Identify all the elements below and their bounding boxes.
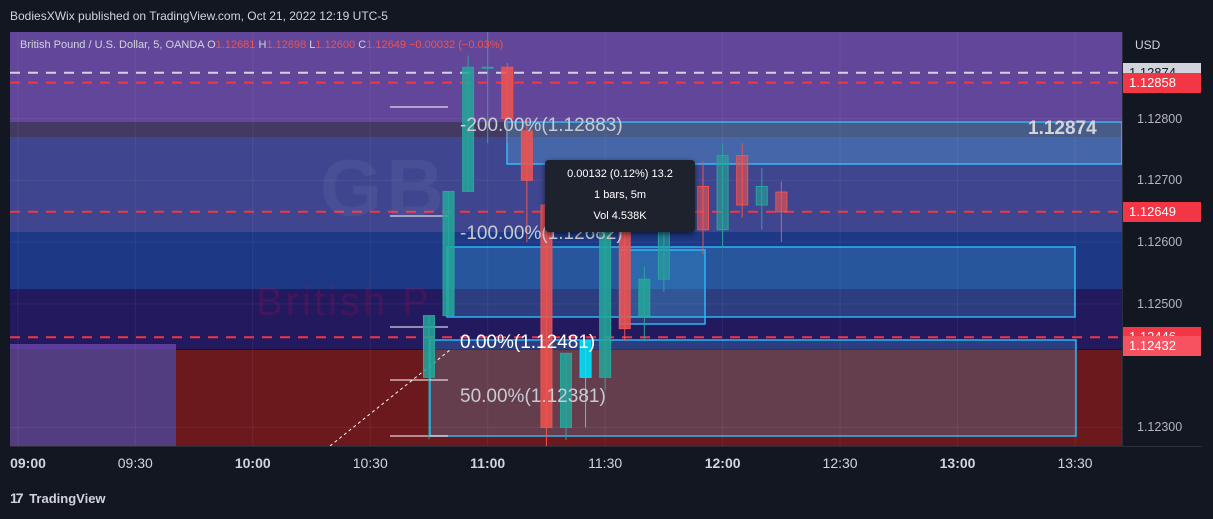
symbol-legend: British Pound / U.S. Dollar, 5, OANDA O1…: [20, 39, 503, 51]
watermark-ticker: GB: [320, 143, 448, 232]
candle: [697, 161, 710, 255]
candle-body: [599, 229, 612, 378]
gridlines: [10, 32, 1122, 446]
change-value: −0.00032 (−0.03%): [409, 39, 504, 51]
price-lines: [10, 71, 1122, 339]
candle-body: [422, 315, 435, 378]
price-badge: 1.12858: [1123, 72, 1201, 93]
publish-info: BodiesXWix published on TradingView.com,…: [10, 9, 388, 23]
candle: [481, 32, 494, 144]
tooltip-change: 0.00132 (0.12%) 13.2: [567, 168, 673, 180]
footer-brand[interactable]: 17 TradingView: [10, 490, 106, 506]
publish-header: BodiesXWix published on TradingView.com,…: [0, 0, 1213, 32]
low-value: 1.12600: [315, 39, 356, 51]
price-tick-label: 1.12600: [1137, 235, 1183, 250]
watermark-name: British P: [256, 280, 432, 324]
candle: [638, 266, 651, 341]
time-tick-label: 13:30: [1057, 455, 1093, 471]
low-label: L: [309, 39, 316, 51]
left-purple-block: [10, 344, 176, 446]
cyan-box-bottom: [429, 339, 1077, 437]
purple-dark-zone: [10, 289, 1122, 349]
fib-ticks: [390, 106, 448, 437]
time-tick-label: 10:30: [352, 455, 388, 471]
time-axis[interactable]: 09:00 09:30 10:00 10:30 11:00 11:30 12:00 12:30…: [10, 446, 1202, 479]
candle-body: [716, 155, 729, 231]
measure-tooltip: 0.00132 (0.12%) 13.2 1 bars, 5m Vol 4.53…: [545, 160, 695, 232]
purple-zone: [10, 32, 1122, 122]
candle: [462, 55, 475, 192]
candle: [599, 229, 612, 391]
candle-body: [501, 66, 514, 120]
price-tick-label: 1.12800: [1137, 111, 1183, 126]
candle-body: [736, 155, 749, 206]
candle: [560, 352, 572, 440]
candle: [422, 315, 435, 440]
tooltip-volume: Vol 4.538K: [593, 210, 647, 222]
price-tick-label: 1.12300: [1137, 420, 1183, 435]
currency-label: USD: [1135, 38, 1161, 52]
candle-body: [462, 66, 475, 192]
candle-body: [579, 340, 592, 378]
red-zone: [176, 350, 1122, 446]
price-tick-label: 1.12700: [1137, 173, 1183, 188]
candle: [716, 143, 729, 249]
chart-plot-area[interactable]: British Pound / U.S. Dollar, 5, OANDA O1…: [10, 32, 1122, 446]
candle-body: [775, 191, 788, 213]
brand-name: TradingView: [29, 491, 106, 506]
blue-zone-lower: [10, 232, 1122, 289]
candle-body: [520, 130, 533, 181]
candles: [422, 32, 788, 446]
fib-label-fifty: 50.00%(1.12381): [460, 386, 606, 407]
time-tick-label: 11:30: [588, 455, 623, 471]
high-value: 1.12698: [266, 39, 307, 51]
close-value: 1.12649: [366, 39, 406, 51]
candle: [755, 167, 768, 230]
tradingview-logo-icon: 17: [10, 490, 24, 506]
price-badge: 1.12649: [1123, 201, 1201, 222]
time-tick-label: 09:30: [117, 455, 153, 471]
tooltip-bars: 1 bars, 5m: [594, 189, 646, 201]
high-label: H: [258, 39, 267, 51]
fib-label-minus200: -200.00%(1.12883): [460, 115, 623, 136]
time-tick-label: 09:00: [10, 455, 46, 471]
time-tick-label: 10:00: [234, 455, 271, 471]
time-tick-label: 11:00: [470, 455, 506, 471]
price-badge: 1.12432: [1123, 335, 1201, 356]
candle: [442, 190, 455, 317]
candle: [736, 143, 749, 218]
candle-body: [755, 185, 768, 206]
candle-body: [442, 190, 455, 317]
time-tick-label: 13:00: [939, 455, 976, 471]
close-label: C: [358, 39, 367, 51]
cyan-box-top: [506, 121, 1122, 165]
price-tick-label: 1.12500: [1137, 296, 1183, 311]
symbol-name: British Pound / U.S. Dollar, 5, OANDA: [20, 39, 205, 51]
candle-body: [481, 66, 494, 69]
line-price-label: 1.12874: [1028, 118, 1097, 139]
time-tick-label: 12:30: [822, 455, 858, 471]
candle-body: [697, 185, 710, 231]
candle: [775, 181, 788, 243]
candle-body: [638, 278, 651, 317]
fib-label-zero: 0.00%(1.12481): [460, 332, 596, 353]
candle: [579, 340, 592, 428]
candle: [520, 118, 533, 243]
price-axis[interactable]: USD 1.12800 1.12700 1.12600 1.12500 1.12300 1…: [1122, 32, 1203, 446]
candlestick-chart[interactable]: [10, 32, 1122, 446]
time-tick-label: 12:00: [704, 455, 741, 471]
candle-body: [560, 352, 572, 428]
open-label: O: [207, 39, 216, 51]
candle: [501, 62, 514, 144]
open-value: 1.12681: [215, 39, 256, 51]
